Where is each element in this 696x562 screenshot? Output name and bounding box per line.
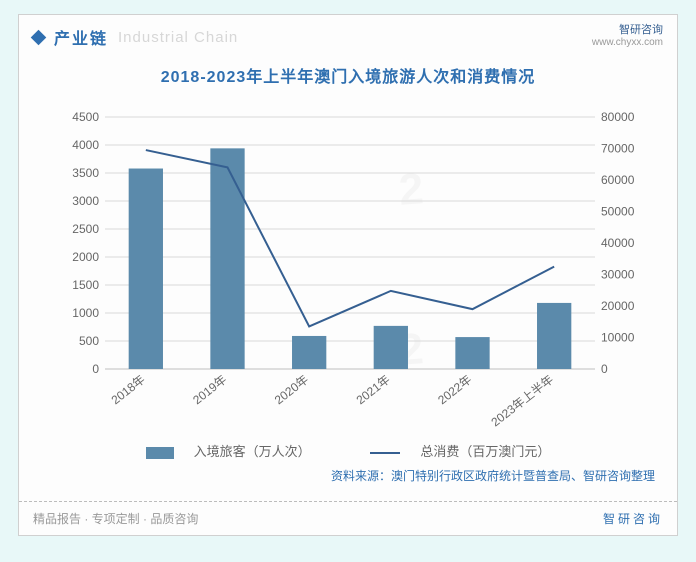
- svg-text:1000: 1000: [72, 306, 99, 320]
- svg-text:3500: 3500: [72, 166, 99, 180]
- brand-block: 智研咨询 www.chyxx.com: [592, 21, 663, 48]
- bar-swatch-icon: [146, 447, 174, 459]
- bar-3: [374, 326, 408, 369]
- svg-text:0: 0: [92, 362, 99, 376]
- legend: 入境旅客（万人次） 总消费（百万澳门元）: [19, 441, 677, 460]
- footer-left: 精品报告 · 专项定制 · 品质咨询: [33, 510, 198, 527]
- plot-svg: 0 500 1000 1500 2000 2500 3000 3500 4000 4500 0 100…: [65, 107, 641, 427]
- x-label-5: 2023年上半年: [489, 372, 556, 429]
- svg-text:30000: 30000: [601, 268, 635, 282]
- x-label-1: 2019年: [190, 372, 229, 407]
- source-line: 资料来源：澳门特别行政区政府统计暨普查局、智研咨询整理: [331, 467, 655, 484]
- svg-text:2000: 2000: [72, 250, 99, 264]
- bar-2: [292, 336, 326, 369]
- x-label-4: 2022年: [435, 372, 474, 407]
- bar-4: [455, 337, 489, 369]
- line-swatch-icon: [370, 452, 400, 454]
- x-label-2: 2020年: [272, 372, 311, 407]
- section-title-en: Industrial Chain: [118, 29, 238, 46]
- svg-text:70000: 70000: [601, 142, 635, 156]
- line-series: [146, 150, 554, 326]
- svg-text:20000: 20000: [601, 299, 635, 313]
- x-label-0: 2018年: [109, 372, 148, 407]
- svg-text:2500: 2500: [72, 222, 99, 236]
- header-row: 产业链 Industrial Chain 智研咨询 www.chyxx.com: [19, 15, 677, 55]
- svg-text:60000: 60000: [601, 173, 635, 187]
- svg-text:0: 0: [601, 362, 608, 376]
- svg-text:500: 500: [79, 334, 99, 348]
- plot-area: 0 500 1000 1500 2000 2500 3000 3500 4000 4500 0 100…: [65, 107, 641, 427]
- svg-text:1500: 1500: [72, 278, 99, 292]
- svg-text:10000: 10000: [601, 331, 635, 345]
- svg-text:50000: 50000: [601, 205, 635, 219]
- svg-text:80000: 80000: [601, 110, 635, 124]
- footer-right: 智研咨询: [603, 510, 663, 527]
- chart-card: 产业链 Industrial Chain 智研咨询 www.chyxx.com …: [18, 14, 678, 536]
- bar-0: [129, 169, 163, 369]
- svg-text:3000: 3000: [72, 194, 99, 208]
- bar-5: [537, 303, 571, 369]
- section-title: 产业链: [54, 25, 108, 49]
- svg-text:4500: 4500: [72, 110, 99, 124]
- brand-name: 智研咨询: [592, 21, 663, 37]
- chart-title: 2018-2023年上半年澳门入境旅游人次和消费情况: [19, 63, 677, 87]
- legend-item-line: 总消费（百万澳门元）: [356, 444, 564, 459]
- bar-1: [210, 148, 244, 369]
- legend-line-label: 总消费（百万澳门元）: [420, 444, 550, 459]
- svg-text:40000: 40000: [601, 236, 635, 250]
- diamond-icon: [31, 29, 47, 45]
- svg-text:4000: 4000: [72, 138, 99, 152]
- legend-item-bars: 入境旅客（万人次）: [132, 444, 329, 459]
- footer: 精品报告 · 专项定制 · 品质咨询 智研咨询: [19, 501, 677, 535]
- legend-bars-label: 入境旅客（万人次）: [194, 444, 311, 459]
- brand-url: www.chyxx.com: [592, 37, 663, 48]
- x-label-3: 2021年: [354, 372, 393, 407]
